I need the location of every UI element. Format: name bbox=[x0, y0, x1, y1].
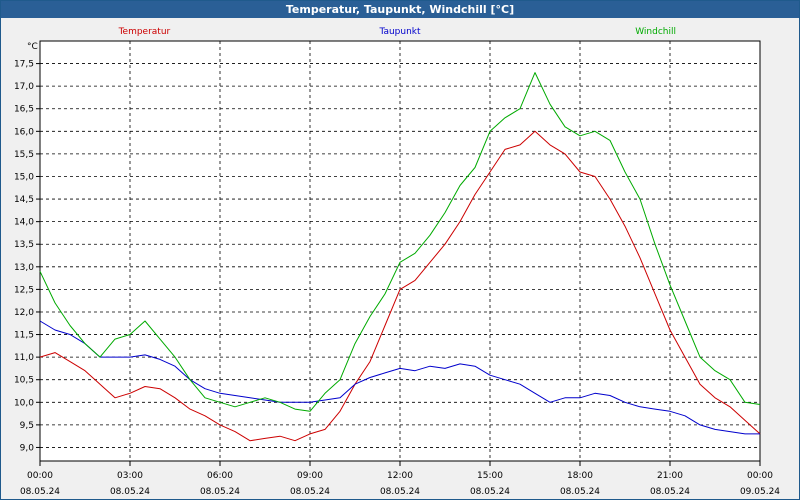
x-tick-date-label: 08.05.24 bbox=[560, 487, 600, 497]
x-tick-time-label: 00:00 bbox=[27, 471, 53, 481]
y-tick-label: 12,0 bbox=[14, 308, 34, 318]
y-tick-label: 13,0 bbox=[14, 263, 34, 273]
series-lines bbox=[39, 72, 761, 442]
y-tick-label: 15,0 bbox=[14, 172, 34, 182]
y-axis-label: °C bbox=[27, 42, 38, 52]
x-tick-date-label: 09.05.24 bbox=[740, 487, 780, 497]
x-tick-date-label: 08.05.24 bbox=[380, 487, 420, 497]
y-tick-label: 10,5 bbox=[14, 376, 34, 386]
grid bbox=[40, 41, 760, 461]
y-tick-label: 16,0 bbox=[14, 127, 34, 137]
x-tick-date-label: 08.05.24 bbox=[200, 487, 240, 497]
x-tick-time-label: 12:00 bbox=[387, 471, 413, 481]
x-tick-time-label: 09:00 bbox=[297, 471, 323, 481]
y-tick-label: 12,5 bbox=[14, 285, 34, 295]
y-tick-label: 14,0 bbox=[14, 218, 34, 228]
y-tick-label: 13,5 bbox=[14, 240, 34, 250]
legend-entry-taupunkt: Taupunkt bbox=[378, 27, 421, 37]
series-line-taupunkt bbox=[39, 320, 760, 435]
series-line-windchill bbox=[39, 72, 761, 412]
x-tick-time-label: 15:00 bbox=[477, 471, 503, 481]
y-tick-label: 10,0 bbox=[14, 398, 34, 408]
legend: Temperatur Taupunkt Windchill bbox=[118, 27, 676, 37]
chart: 9,0 9,5 10,0 10,5 11,0 11,5 12,0 12,5 13,0 13,5 14… bbox=[14, 27, 780, 497]
x-tick-time-label: 21:00 bbox=[657, 471, 683, 481]
legend-entry-temperatur: Temperatur bbox=[118, 27, 171, 37]
x-axis-ticks: 00:00 08.05.24 03:00 08.05.24 06:00 08.05.24 0… bbox=[20, 461, 780, 497]
x-tick-time-label: 03:00 bbox=[117, 471, 143, 481]
y-tick-label: 17,5 bbox=[14, 60, 34, 70]
y-tick-label: 17,0 bbox=[14, 82, 34, 92]
legend-entry-windchill: Windchill bbox=[635, 27, 676, 37]
x-tick-date-label: 08.05.24 bbox=[650, 487, 690, 497]
y-axis-ticks: 9,0 9,5 10,0 10,5 11,0 11,5 12,0 12,5 13,0 13,5 14… bbox=[14, 60, 40, 453]
y-tick-label: 9,0 bbox=[20, 443, 35, 453]
y-tick-label: 9,5 bbox=[20, 421, 34, 431]
y-tick-label: 15,5 bbox=[14, 150, 34, 160]
x-tick-date-label: 08.05.24 bbox=[470, 487, 510, 497]
y-tick-label: 14,5 bbox=[14, 195, 34, 205]
window-title: Temperatur, Taupunkt, Windchill [°C] bbox=[1, 1, 799, 18]
x-tick-time-label: 06:00 bbox=[207, 471, 233, 481]
x-tick-time-label: 00:00 bbox=[747, 471, 773, 481]
series-line-temperatur bbox=[39, 130, 761, 442]
y-tick-label: 11,0 bbox=[14, 353, 34, 363]
x-tick-date-label: 08.05.24 bbox=[290, 487, 330, 497]
y-tick-label: 16,5 bbox=[14, 105, 34, 115]
x-tick-date-label: 08.05.24 bbox=[110, 487, 150, 497]
x-tick-time-label: 18:00 bbox=[567, 471, 593, 481]
x-tick-date-label: 08.05.24 bbox=[20, 487, 60, 497]
y-tick-label: 11,5 bbox=[14, 331, 34, 341]
